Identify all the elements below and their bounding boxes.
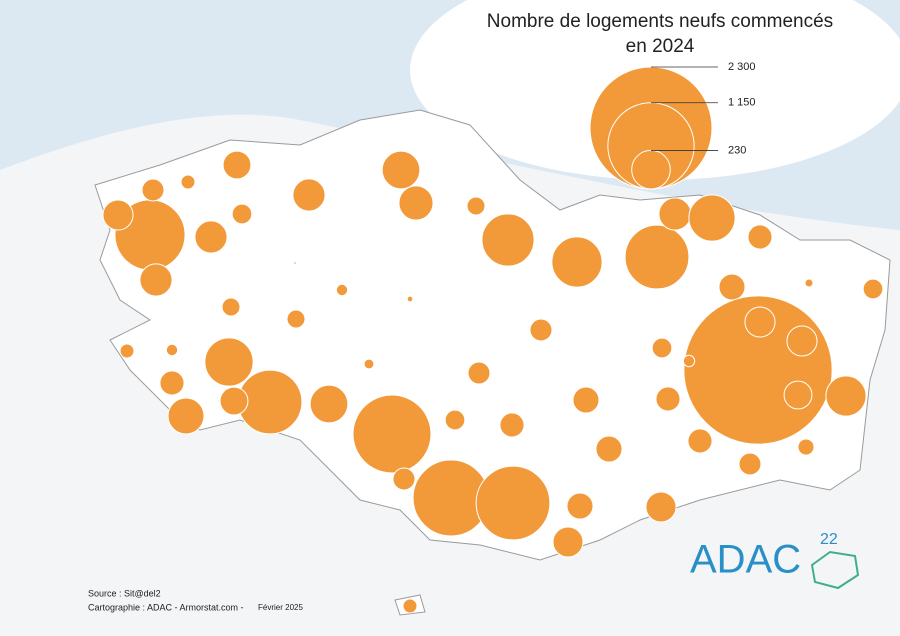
proportional-circle <box>180 174 196 190</box>
proportional-circle <box>219 386 249 416</box>
proportional-circle <box>165 343 179 357</box>
proportional-circle <box>804 278 814 288</box>
proportional-circle <box>475 465 551 541</box>
credits: Cartographie : ADAC - Armorstat.com - <box>88 602 244 612</box>
proportional-circle <box>363 358 375 370</box>
proportional-circle <box>286 309 306 329</box>
proportional-circle <box>292 178 326 212</box>
legend-circle <box>631 149 671 190</box>
proportional-circle <box>738 452 762 476</box>
proportional-circle <box>467 361 491 385</box>
proportional-circle <box>645 491 677 523</box>
proportional-circle <box>466 196 486 216</box>
proportional-circle <box>444 409 466 431</box>
proportional-circle <box>167 397 205 435</box>
proportional-circle <box>718 273 746 301</box>
proportional-circle <box>682 354 696 368</box>
proportional-circle <box>499 412 525 438</box>
proportional-circle <box>381 150 421 190</box>
proportional-circle <box>141 178 165 202</box>
proportional-circle <box>862 278 884 300</box>
proportional-circle <box>551 236 603 288</box>
proportional-circle <box>221 297 241 317</box>
proportional-circle <box>825 375 867 417</box>
proportional-circle <box>744 306 776 338</box>
proportional-circle <box>797 438 815 456</box>
proportional-circle <box>481 213 535 267</box>
proportional-circle <box>624 224 690 290</box>
logo-number: 22 <box>820 531 838 548</box>
proportional-circle <box>392 467 416 491</box>
proportional-circle <box>786 325 818 357</box>
proportional-circle <box>747 224 773 250</box>
logo: ADAC <box>690 538 801 582</box>
proportional-circle <box>529 318 553 342</box>
proportional-circle <box>552 526 584 558</box>
legend-label: 1 150 <box>728 97 756 109</box>
proportional-circle <box>655 386 681 412</box>
proportional-circle <box>687 428 713 454</box>
source: Source : Sit@del2 <box>88 588 161 598</box>
date: Février 2025 <box>258 603 303 612</box>
legend: 2 300 1 150 230 <box>589 61 756 190</box>
proportional-circle <box>688 194 736 242</box>
proportional-circle <box>783 380 813 410</box>
title: en 2024 <box>626 36 695 57</box>
proportional-circle <box>406 295 414 303</box>
proportional-circle <box>139 263 173 297</box>
proportional-circle <box>572 386 600 414</box>
proportional-circle <box>398 185 434 221</box>
proportional-circle <box>335 283 349 297</box>
title: Nombre de logements neufs commencés <box>487 11 833 32</box>
proportional-circle <box>651 337 673 359</box>
proportional-circle <box>352 394 432 474</box>
proportional-circle <box>309 384 349 424</box>
proportional-circle <box>402 598 418 614</box>
proportional-circle <box>204 337 254 387</box>
proportional-circle <box>658 197 692 231</box>
proportional-circle <box>159 370 185 396</box>
proportional-circle <box>595 435 623 463</box>
legend-label: 2 300 <box>728 61 756 73</box>
proportional-circle <box>293 261 297 265</box>
proportional-circle <box>102 199 134 231</box>
proportional-circle <box>231 203 253 225</box>
proportional-circle <box>119 343 135 359</box>
proportional-circle <box>194 220 228 254</box>
legend-label: 230 <box>728 144 746 156</box>
logo-shape <box>810 550 860 590</box>
proportional-circle <box>222 150 252 180</box>
proportional-circle <box>566 492 594 520</box>
circles <box>102 150 884 614</box>
